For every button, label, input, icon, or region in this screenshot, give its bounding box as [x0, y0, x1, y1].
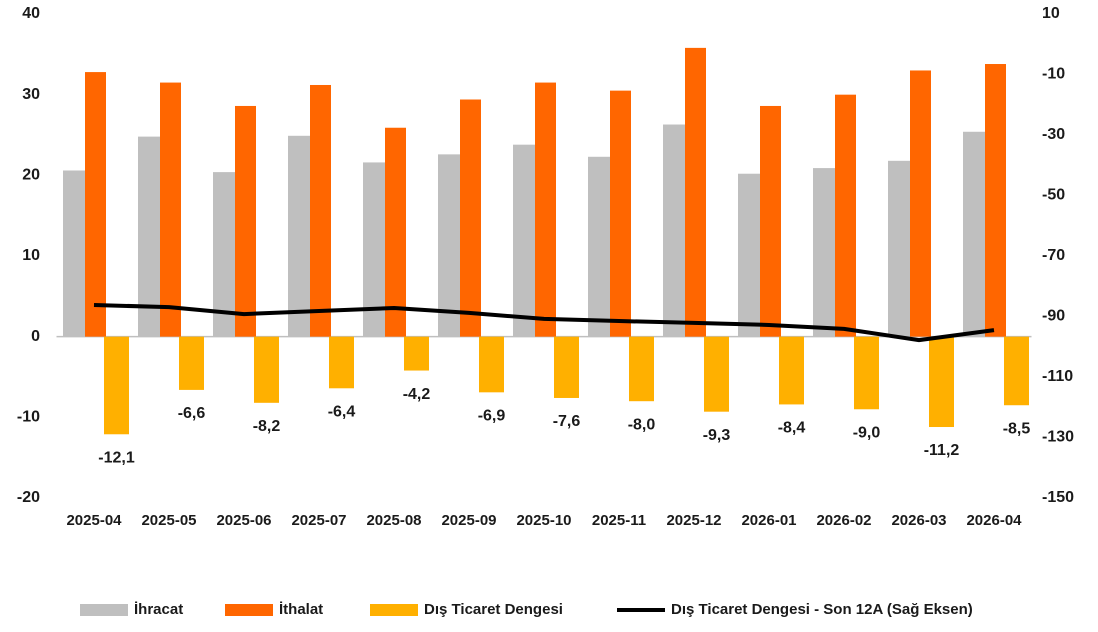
- data-label: -6,4: [328, 404, 356, 421]
- legend-swatch: [370, 604, 418, 616]
- y2-tick-label: -30: [1042, 126, 1065, 143]
- x-tick-label: 2025-07: [291, 512, 346, 529]
- bar: [1004, 336, 1029, 406]
- data-label: -12,1: [98, 449, 135, 466]
- bar: [235, 105, 256, 337]
- x-tick-label: 2025-05: [141, 512, 196, 529]
- x-tick-label: 2026-01: [741, 512, 796, 529]
- bar: [963, 131, 985, 337]
- bar: [854, 336, 879, 410]
- legend-label: İthalat: [279, 601, 323, 618]
- bar: [704, 336, 729, 412]
- y2-tick-label: -50: [1042, 187, 1065, 204]
- bar: [779, 336, 804, 405]
- y2-tick-label: -150: [1042, 489, 1074, 506]
- bar: [329, 336, 354, 389]
- data-label: -8,5: [1003, 420, 1031, 437]
- bar: [554, 336, 579, 398]
- x-tick-label: 2025-11: [592, 512, 646, 529]
- x-tick-label: 2025-08: [366, 512, 421, 529]
- bar: [404, 336, 429, 371]
- bar: [888, 160, 910, 337]
- bar: [310, 84, 331, 337]
- x-tick-label: 2026-03: [891, 512, 946, 529]
- bar: [160, 82, 181, 337]
- y2-tick-label: -130: [1042, 429, 1074, 446]
- bar: [588, 156, 610, 337]
- y-tick-label: 0: [31, 328, 40, 345]
- y-tick-label: 30: [22, 86, 40, 103]
- bar: [104, 336, 129, 435]
- bar: [385, 127, 406, 337]
- bar: [363, 162, 385, 337]
- bar: [513, 144, 535, 337]
- bar: [760, 105, 781, 337]
- data-label: -6,6: [178, 405, 206, 422]
- y2-tick-label: -70: [1042, 247, 1065, 264]
- data-label: -8,4: [778, 420, 806, 437]
- line: [93, 303, 995, 343]
- bar: [813, 168, 835, 337]
- x-tick-label: 2026-02: [816, 512, 871, 529]
- bar: [288, 135, 310, 337]
- bar: [985, 64, 1006, 337]
- bar: [254, 336, 279, 403]
- y-tick-label: 40: [22, 5, 40, 22]
- legend-label: Dış Ticaret Dengesi: [424, 601, 563, 618]
- legend-label: İhracat: [134, 601, 183, 618]
- x-tick-label: 2025-06: [216, 512, 271, 529]
- bar: [460, 99, 481, 337]
- x-tick-label: 2025-10: [516, 512, 571, 529]
- bar: [835, 94, 856, 337]
- bar: [610, 90, 631, 337]
- bar: [63, 170, 85, 337]
- bar: [910, 70, 931, 337]
- bar: [663, 124, 685, 337]
- bar: [138, 136, 160, 337]
- y-tick-label: -20: [17, 489, 40, 506]
- bar: [213, 172, 235, 337]
- data-label: -8,2: [253, 418, 281, 435]
- bar: [85, 72, 106, 337]
- data-label: -9,3: [703, 427, 731, 444]
- y-tick-label: 20: [22, 167, 40, 184]
- y2-tick-label: -10: [1042, 66, 1065, 83]
- bar: [738, 173, 760, 337]
- data-label: -8,0: [628, 416, 656, 433]
- legend-swatch: [225, 604, 273, 616]
- data-label: -7,6: [553, 413, 581, 430]
- y-tick-label: 10: [22, 247, 40, 264]
- legend-swatch: [80, 604, 128, 616]
- bar: [535, 82, 556, 337]
- y2-tick-label: -110: [1042, 368, 1073, 385]
- y2-tick-label: 10: [1042, 5, 1060, 22]
- x-tick-label: 2026-04: [966, 512, 1022, 529]
- data-label: -6,9: [478, 408, 506, 425]
- x-tick-label: 2025-04: [66, 512, 122, 529]
- bar: [929, 336, 954, 428]
- bar: [438, 154, 460, 337]
- data-label: -4,2: [403, 386, 431, 403]
- bar: [479, 336, 504, 393]
- bar: [179, 336, 204, 390]
- bar: [685, 47, 706, 337]
- data-label: -11,2: [924, 442, 960, 459]
- bar: [629, 336, 654, 402]
- y2-tick-label: -90: [1042, 308, 1065, 325]
- x-tick-label: 2025-09: [441, 512, 496, 529]
- x-tick-label: 2025-12: [666, 512, 721, 529]
- y-tick-label: -10: [17, 409, 40, 426]
- legend-label: Dış Ticaret Dengesi - Son 12A (Sağ Eksen…: [671, 601, 973, 618]
- data-label: -9,0: [853, 424, 881, 441]
